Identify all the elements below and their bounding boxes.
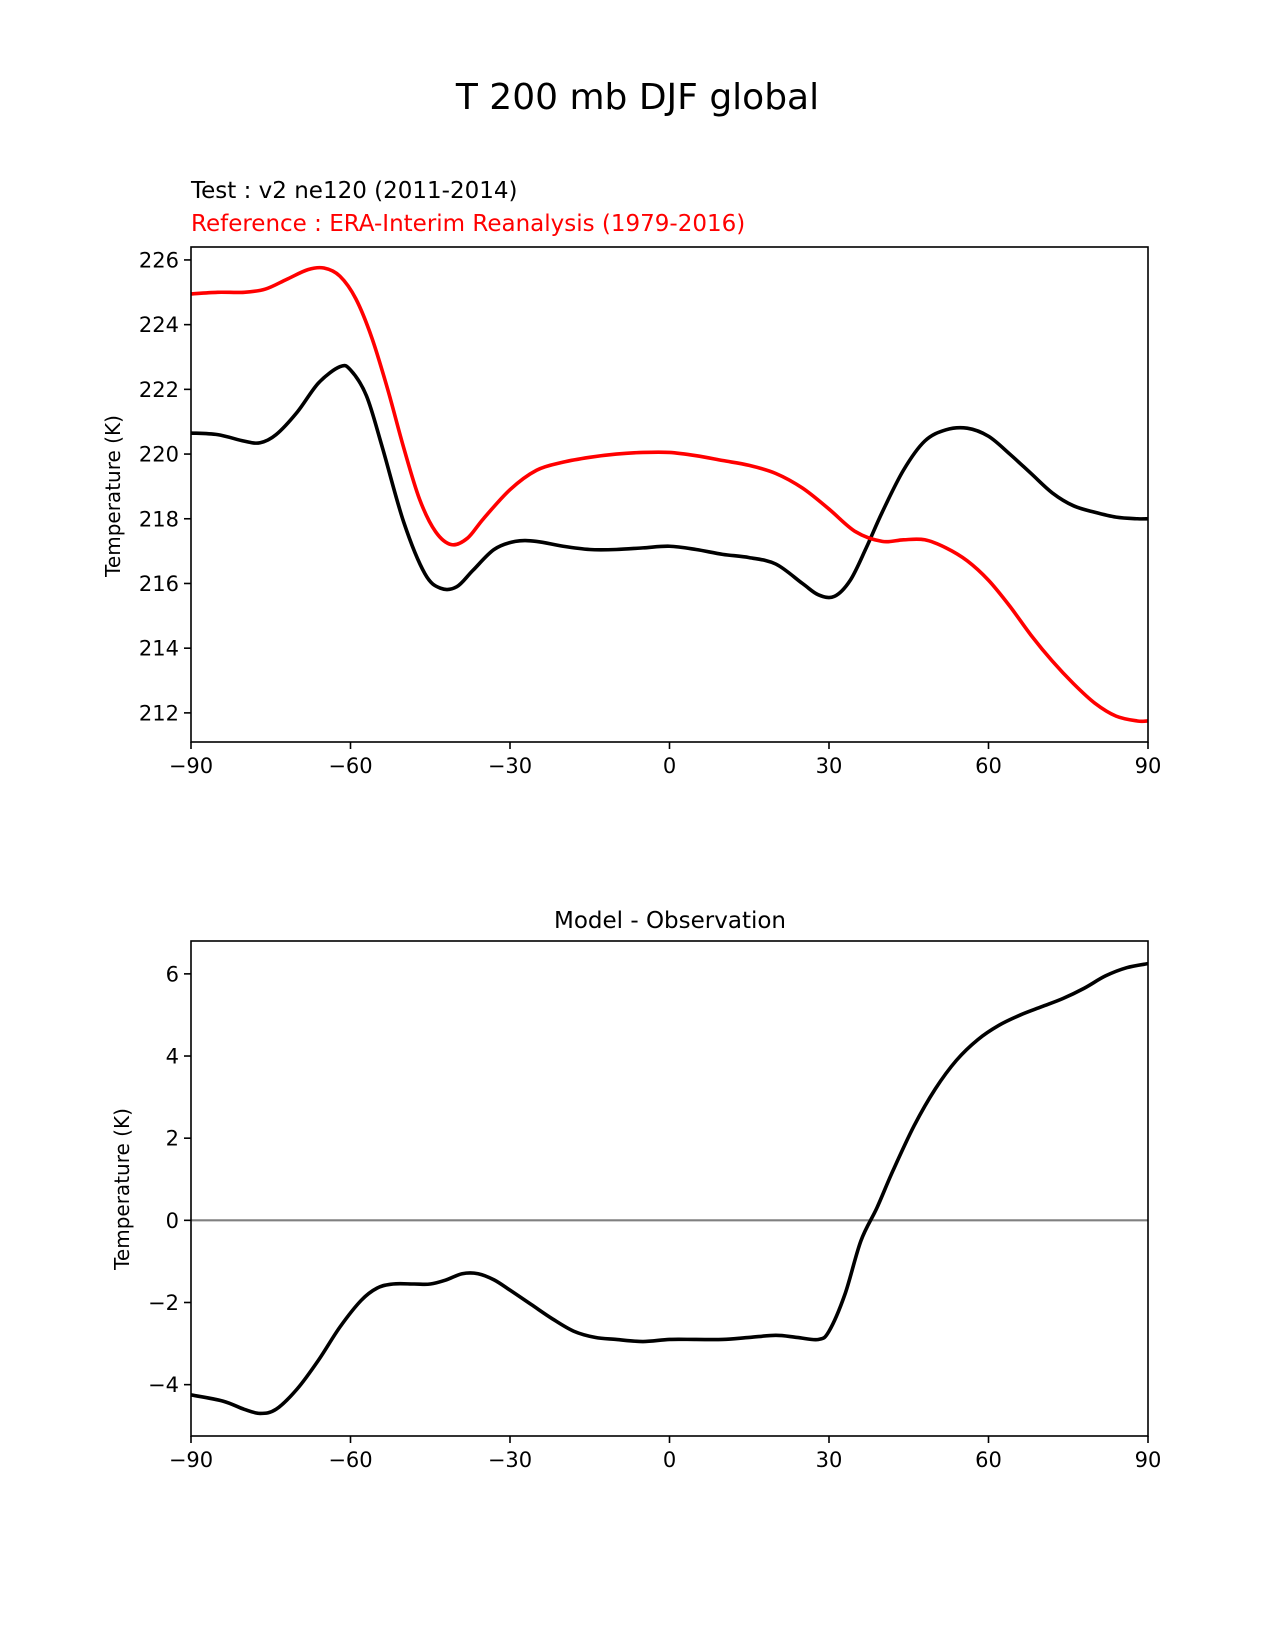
y-tick-label: 2 bbox=[166, 1127, 179, 1151]
x-tick-label: 30 bbox=[816, 754, 843, 778]
x-tick-label: 0 bbox=[663, 754, 676, 778]
x-tick-label: −60 bbox=[328, 754, 372, 778]
y-tick-label: 214 bbox=[139, 637, 179, 661]
x-tick-label: 30 bbox=[816, 1448, 843, 1472]
y-tick-label: 220 bbox=[139, 443, 179, 467]
y-tick-label: 222 bbox=[139, 378, 179, 402]
y-tick-label: 224 bbox=[139, 313, 179, 337]
x-tick-label: 60 bbox=[975, 754, 1002, 778]
x-tick-label: −60 bbox=[328, 1448, 372, 1472]
y-tick-label: 4 bbox=[166, 1045, 179, 1069]
bottom-y-axis-label: Temperature (K) bbox=[110, 1108, 134, 1271]
axes-frame bbox=[190, 246, 1149, 743]
y-tick-label: 226 bbox=[139, 248, 179, 272]
axes-frame bbox=[190, 940, 1149, 1437]
x-tick-label: −30 bbox=[488, 1448, 532, 1472]
bottom-panel-title: Model - Observation bbox=[554, 908, 786, 934]
test-subtitle: Test : v2 ne120 (2011-2014) bbox=[190, 178, 517, 204]
test-series-line bbox=[191, 363, 1148, 600]
x-tick-label: 60 bbox=[975, 1448, 1002, 1472]
reference-subtitle: Reference : ERA-Interim Reanalysis (1979… bbox=[191, 211, 745, 237]
top-panel-temperature-profiles: Test : v2 ne120 (2011-2014) Reference : … bbox=[101, 178, 1161, 778]
x-tick-label: 90 bbox=[1135, 1448, 1162, 1472]
difference-series-line bbox=[191, 961, 1148, 1416]
top-plot-area: −90 −60 −30 0 30 60 90 212 214 216 218 220 222 224 226 bbox=[139, 246, 1162, 778]
y-tick-label: −4 bbox=[148, 1373, 179, 1397]
x-tick-label: −30 bbox=[488, 754, 532, 778]
x-tick-label: −90 bbox=[169, 1448, 213, 1472]
y-tick-label: 6 bbox=[166, 962, 179, 986]
y-tick-label: 218 bbox=[139, 507, 179, 531]
figure-title: T 200 mb DJF global bbox=[455, 77, 819, 118]
reference-series-line bbox=[191, 265, 1148, 724]
y-tick-label: −2 bbox=[148, 1291, 179, 1315]
y-tick-label: 216 bbox=[139, 572, 179, 596]
bottom-panel-difference: Model - Observation Temperature (K) −90−… bbox=[110, 908, 1161, 1472]
y-tick-label: 0 bbox=[166, 1209, 179, 1233]
y-tick-label: 212 bbox=[139, 701, 179, 725]
top-y-axis-label: Temperature (K) bbox=[101, 415, 125, 578]
x-tick-label: −90 bbox=[169, 754, 213, 778]
bottom-plot-area: −90 −60 −30 0 30 60 90 −4 −2 0 2 4 6 bbox=[148, 940, 1162, 1472]
x-tick-label: 0 bbox=[663, 1448, 676, 1472]
x-tick-label: 90 bbox=[1135, 754, 1162, 778]
